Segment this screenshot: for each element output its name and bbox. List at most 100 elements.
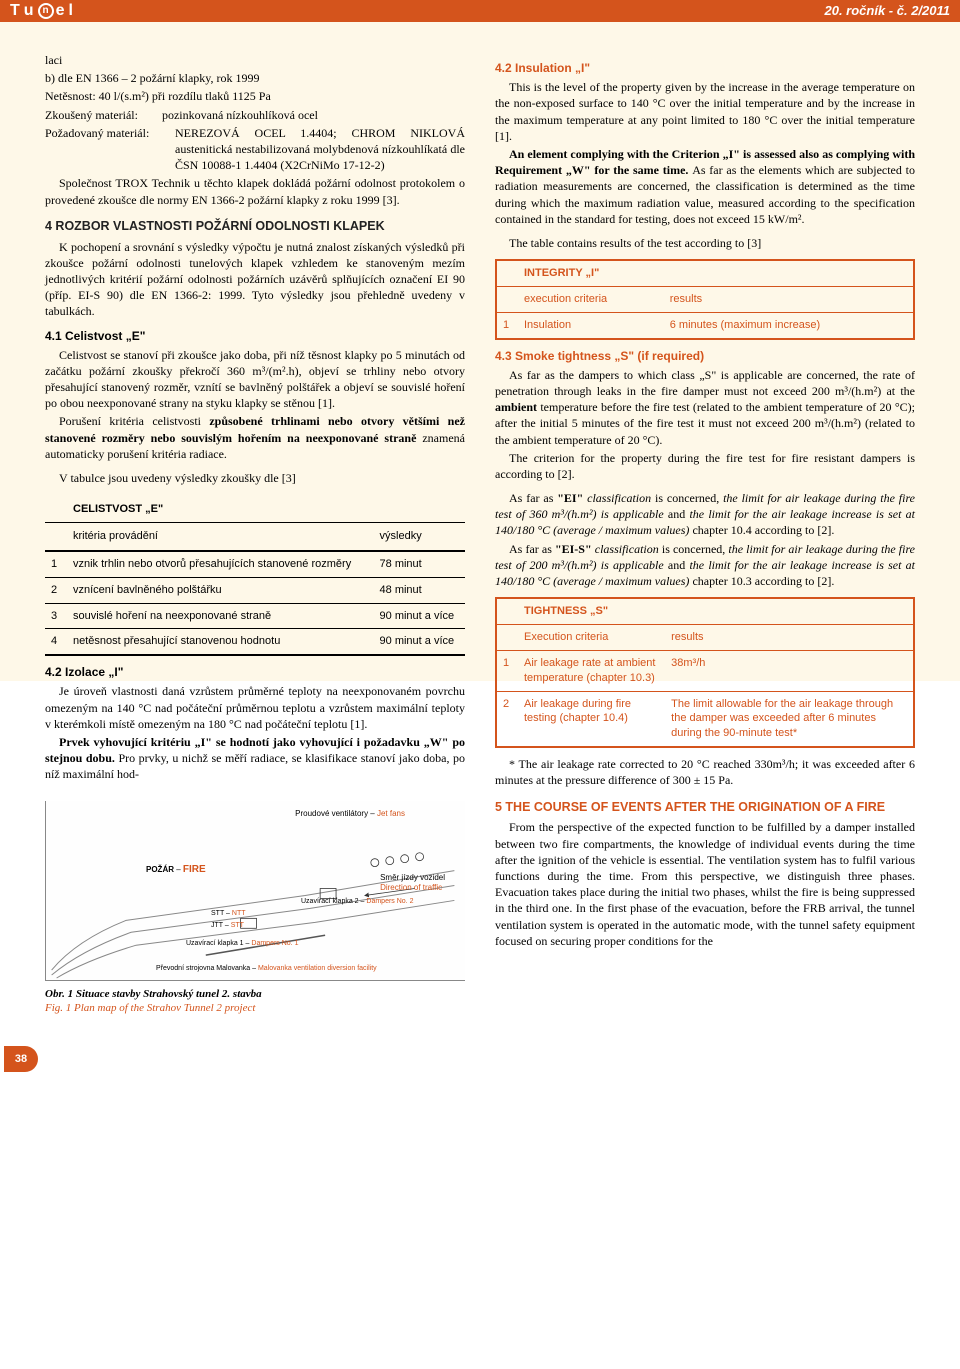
sec41-p1: Celistvost se stanoví při zkoušce jako d… — [45, 347, 465, 412]
cell: 90 minut a více — [374, 629, 465, 655]
fig-malovanka: Převodní strojovna Malovanka – Malovanka… — [156, 964, 377, 973]
sec42i-p2: An element complying with the Criterion … — [495, 146, 915, 227]
fig-pozar: POŽÁR — [146, 865, 174, 874]
sec42-title: 4.2 Izolace „I" — [45, 664, 465, 680]
left-column: laci b) dle EN 1366 – 2 požární klapky, … — [45, 52, 465, 1016]
sec42-p1: Je úroveň vlastnosti daná vzrůstem průmě… — [45, 683, 465, 732]
table-e-h1: kritéria provádění — [67, 523, 374, 551]
table-tightness: TIGHTNESS „S" Execution criteriaresults … — [495, 597, 915, 748]
fig-jtt: JTT — [211, 922, 223, 929]
page-body: laci b) dle EN 1366 – 2 požární klapky, … — [0, 22, 960, 1036]
issue-label: 20. ročník - č. 2/2011 — [825, 2, 951, 20]
cell: netěsnost přesahující stanovenou hodnotu — [67, 629, 374, 655]
sec42i-p3: The table contains results of the test a… — [495, 235, 915, 251]
table-row: 1Air leakage rate at ambient temperature… — [496, 650, 914, 691]
table-i-h1: execution criteria — [518, 286, 664, 312]
cell: 1 — [496, 650, 518, 691]
sec43-p4: As far as "EI-S" classification is conce… — [495, 541, 915, 590]
cell: 38m³/h — [665, 650, 914, 691]
t: chapter 10.4 according to [2]. — [692, 523, 834, 537]
intro-l4a: Zkoušený materiál: — [45, 108, 138, 122]
fig-dir-cz: Směr jízdy vozidel — [380, 873, 445, 882]
fig-fire: FIRE — [183, 864, 206, 875]
fig-k2en: Dampers No. 2 — [366, 898, 413, 905]
fig-malo-cz: Převodní strojovna Malovanka — [156, 965, 250, 972]
sec41-p3: V tabulce jsou uvedeny výsledky zkoušky … — [45, 470, 465, 486]
table-row: 1vznik trhlin nebo otvorů přesahujících … — [45, 551, 465, 577]
fig-fire-label: POŽÁR – FIRE — [146, 863, 206, 877]
cell: Insulation — [518, 312, 664, 338]
intro-l4: Zkoušený materiál: pozinkovaná nízkouhlí… — [45, 107, 465, 123]
table-row: 2Air leakage during fire testing (chapte… — [496, 691, 914, 747]
t: and — [668, 507, 690, 521]
table-row: 2vznícení bavlněného polštářku48 minut — [45, 577, 465, 603]
fig-stt2: STT — [231, 922, 244, 929]
table-s-h2: results — [665, 625, 914, 651]
cell: 48 minut — [374, 577, 465, 603]
fig-jetfans-cz: Proudové ventilátory — [295, 809, 368, 818]
fig-jtt-stt: JTT – STT — [211, 921, 244, 930]
fig-damper1: Uzavírací klapka 1 – Dampers No. 1 — [186, 939, 298, 948]
cell: Air leakage rate at ambient temperature … — [518, 650, 665, 691]
logo-l: l — [68, 0, 74, 22]
right-column: 4.2 Insulation „I" This is the level of … — [495, 52, 915, 1016]
fig-direction: Směr jízdy vozidelDirection of traffic — [380, 873, 445, 895]
footnote: * The air leakage rate corrected to 20 °… — [495, 756, 915, 788]
table-s-title: TIGHTNESS „S" — [518, 598, 914, 624]
intro-l1: laci — [45, 52, 465, 68]
t: is concerned, — [662, 542, 729, 556]
cell: 90 minut a více — [374, 603, 465, 629]
sec5-p1: From the perspective of the expected fun… — [495, 819, 915, 949]
intro-l2: b) dle EN 1366 – 2 požární klapky, rok 1… — [45, 70, 465, 86]
fig-damper2: Uzavírací klapka 2 – Dampers No. 2 — [301, 897, 413, 906]
intro-l5a: Požadovaný materiál: — [45, 125, 175, 174]
t: "EI-S" — [555, 542, 595, 556]
fig-jetfans: Proudové ventilátory – Jet fans — [295, 809, 405, 820]
cell: The limit allowable for the air leakage … — [665, 691, 914, 747]
sec43-p1b: ambient — [495, 400, 537, 414]
intro-l4b: pozinkovaná nízkouhlíková ocel — [162, 108, 318, 122]
sec41-p2a: Porušení kritéria celistvosti — [59, 414, 209, 428]
sec4-title: 4 ROZBOR VLASTNOSTI POŽÁRNÍ ODOLNOSTI KL… — [45, 218, 465, 235]
sec43-p1: As far as the dampers to which class „S"… — [495, 367, 915, 448]
sec43-p1a: As far as the dampers to which class „S"… — [495, 368, 915, 398]
page-number: 38 — [4, 1046, 38, 1072]
sec5-title: 5 THE COURSE OF EVENTS AFTER THE ORIGINA… — [495, 799, 915, 816]
table-s-h1: Execution criteria — [518, 625, 665, 651]
cell: 1 — [45, 551, 67, 577]
cell: 2 — [45, 577, 67, 603]
cell: 1 — [496, 312, 518, 338]
fig-cap-en: Fig. 1 Plan map of the Strahov Tunnel 2 … — [45, 1001, 465, 1016]
fig-malo-en: Malovanka ventilation diversion facility — [258, 965, 377, 972]
cell: 78 minut — [374, 551, 465, 577]
cell: 4 — [45, 629, 67, 655]
table-row: 3souvislé hoření na neexponované straně9… — [45, 603, 465, 629]
t: classification — [587, 491, 655, 505]
logo: T u n e l — [10, 0, 75, 22]
table-e-title: CELISTVOST „E" — [67, 494, 465, 522]
table-celistvost: CELISTVOST „E" kritéria prováděnívýsledk… — [45, 494, 465, 656]
sec43-p1c: temperature before the fire test (relate… — [495, 400, 915, 446]
logo-u: u — [24, 0, 36, 22]
sec41-title: 4.1 Celistvost „E" — [45, 328, 465, 344]
t: classification — [595, 542, 662, 556]
fig-k2cz: Uzavírací klapka 2 — [301, 898, 359, 905]
table-i-h2: results — [664, 286, 914, 312]
cell: souvislé hoření na neexponované straně — [67, 603, 374, 629]
cell: Air leakage during fire testing (chapter… — [518, 691, 665, 747]
fig-k1en: Dampers No. 1 — [251, 940, 298, 947]
sec41-p2: Porušení kritéria celistvosti způsobené … — [45, 413, 465, 462]
sec42-p2: Prvek vyhovující kritériu „I" se hodnotí… — [45, 734, 465, 783]
t: As far as — [509, 491, 557, 505]
t: chapter 10.3 according to [2]. — [692, 574, 834, 588]
cell: 2 — [496, 691, 518, 747]
sec43-p3: As far as "EI" classification is concern… — [495, 490, 915, 539]
cell: 3 — [45, 603, 67, 629]
page-header: T u n e l 20. ročník - č. 2/2011 — [0, 0, 960, 22]
fig-jetfans-en: Jet fans — [377, 809, 405, 818]
table-row: 1Insulation6 minutes (maximum increase) — [496, 312, 914, 338]
table-integrity: INTEGRITY „I" execution criteriaresults … — [495, 259, 915, 340]
intro-l5: Požadovaný materiál:NEREZOVÁ OCEL 1.4404… — [45, 125, 465, 174]
figure-1: Proudové ventilátory – Jet fans POŽÁR – … — [45, 801, 465, 981]
sec42i-title: 4.2 Insulation „I" — [495, 60, 915, 76]
